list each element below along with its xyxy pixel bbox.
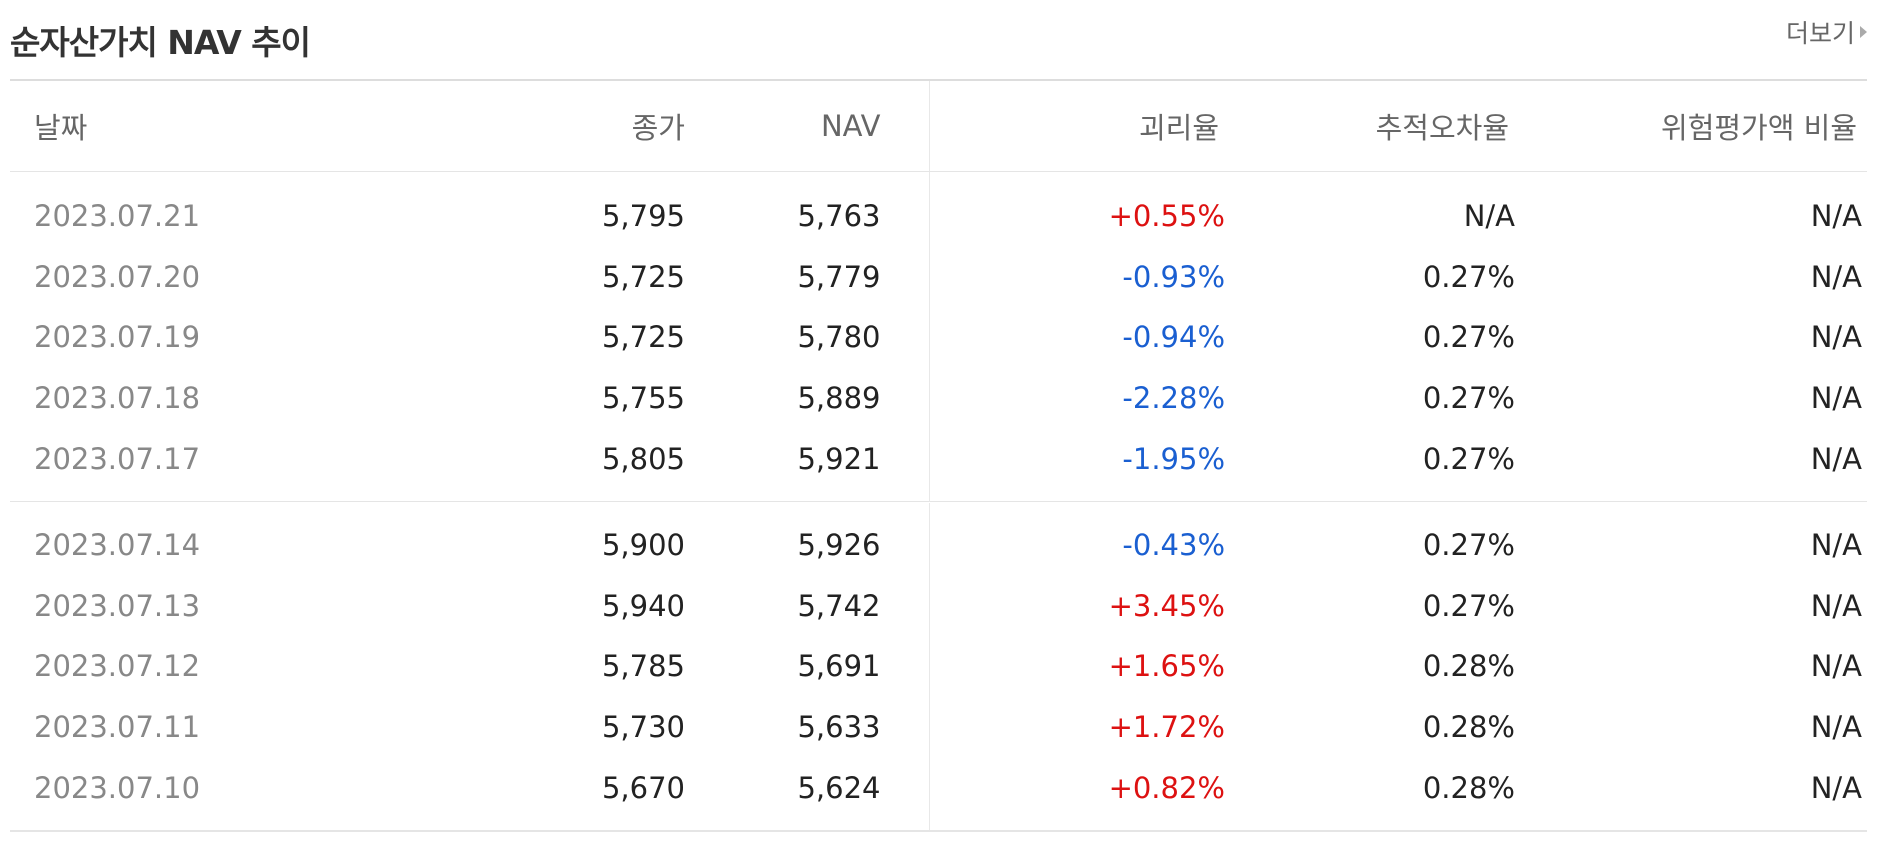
cell-risk-ratio: N/A (1810, 770, 1862, 805)
column-header-nav: NAV (685, 80, 930, 172)
table-row: 2023.07.14 5,900 5,926 -0.43% 0.27% N/A (10, 514, 1867, 576)
cell-close: 5,670 (601, 770, 685, 805)
cell-gap: +1.65% (1108, 649, 1225, 684)
page-title: 순자산가치 NAV 추이 (10, 23, 311, 62)
table-row: 2023.07.12 5,785 5,691 +1.65% 0.28% N/A (10, 636, 1867, 697)
cell-risk-ratio: N/A (1810, 381, 1862, 416)
column-header-tracking-error: 추적오차율 (1239, 80, 1529, 172)
group-divider (10, 501, 1867, 503)
table-row: 2023.07.13 5,940 5,742 +3.45% 0.27% N/A (10, 575, 1867, 637)
cell-tracking-error: 0.27% (1422, 320, 1515, 355)
table-row: 2023.07.19 5,725 5,780 -0.94% 0.27% N/A (10, 307, 1867, 368)
cell-nav: 5,780 (685, 307, 930, 368)
cell-tracking-error: 0.27% (1422, 441, 1515, 476)
cell-nav: 5,779 (685, 246, 930, 308)
cell-date: 2023.07.14 (34, 528, 201, 563)
cell-gap: -2.28% (1122, 381, 1225, 416)
column-header-close: 종가 (500, 80, 685, 172)
table-header-row: 날짜 종가 NAV 괴리율 추적오차율 위험평가액 비율 (10, 80, 1867, 172)
cell-gap: -1.95% (1122, 441, 1225, 476)
cell-nav: 5,691 (685, 636, 930, 697)
cell-close: 5,785 (601, 649, 685, 684)
cell-risk-ratio: N/A (1810, 710, 1862, 745)
table-row: 2023.07.20 5,725 5,779 -0.93% 0.27% N/A (10, 246, 1867, 308)
cell-tracking-error: 0.27% (1422, 381, 1515, 416)
cell-tracking-error: 0.27% (1422, 259, 1515, 294)
column-header-date: 날짜 (10, 80, 500, 172)
spacer-row (10, 488, 1867, 502)
cell-close: 5,730 (601, 710, 685, 745)
cell-close: 5,755 (601, 381, 685, 416)
cell-nav: 5,633 (685, 696, 930, 758)
nav-table-container: 날짜 종가 NAV 괴리율 추적오차율 위험평가액 비율 2023.07.21 5… (10, 79, 1867, 832)
cell-gap: +0.82% (1108, 770, 1225, 805)
cell-date: 2023.07.12 (34, 649, 201, 684)
cell-gap: +0.55% (1108, 199, 1225, 234)
caret-right-icon (1860, 26, 1867, 38)
cell-tracking-error: 0.27% (1422, 588, 1515, 623)
cell-tracking-error: N/A (1463, 199, 1515, 234)
cell-date: 2023.07.17 (34, 441, 201, 476)
table-row: 2023.07.21 5,795 5,763 +0.55% N/A N/A (10, 186, 1867, 247)
cell-date: 2023.07.13 (34, 588, 201, 623)
cell-close: 5,795 (601, 199, 685, 234)
table-row: 2023.07.18 5,755 5,889 -2.28% 0.27% N/A (10, 367, 1867, 429)
cell-gap: +1.72% (1108, 710, 1225, 745)
more-link-label: 더보기 (1785, 19, 1855, 48)
cell-nav: 5,624 (685, 757, 930, 818)
cell-risk-ratio: N/A (1810, 199, 1862, 234)
cell-nav: 5,926 (685, 514, 930, 576)
cell-close: 5,900 (601, 528, 685, 563)
more-link[interactable]: 더보기 (1786, 14, 1867, 50)
spacer-row (10, 502, 1867, 515)
cell-gap: -0.43% (1122, 528, 1225, 563)
table-row: 2023.07.11 5,730 5,633 +1.72% 0.28% N/A (10, 696, 1867, 758)
cell-tracking-error: 0.28% (1422, 770, 1515, 805)
cell-gap: -0.94% (1122, 320, 1225, 355)
column-header-gap: 괴리율 (929, 80, 1239, 172)
spacer-row (10, 171, 1867, 186)
nav-table: 날짜 종가 NAV 괴리율 추적오차율 위험평가액 비율 2023.07.21 5… (10, 79, 1867, 832)
cell-close: 5,805 (601, 441, 685, 476)
cell-gap: +3.45% (1108, 588, 1225, 623)
cell-tracking-error: 0.27% (1422, 528, 1515, 563)
cell-risk-ratio: N/A (1810, 528, 1862, 563)
cell-gap: -0.93% (1122, 259, 1225, 294)
cell-risk-ratio: N/A (1810, 259, 1862, 294)
cell-date: 2023.07.11 (34, 710, 201, 745)
cell-close: 5,725 (601, 320, 685, 355)
cell-risk-ratio: N/A (1810, 320, 1862, 355)
cell-date: 2023.07.18 (34, 381, 201, 416)
cell-date: 2023.07.10 (34, 770, 201, 805)
section-header: 순자산가치 NAV 추이 더보기 (10, 0, 1867, 80)
cell-risk-ratio: N/A (1810, 649, 1862, 684)
spacer-row (10, 817, 1867, 831)
cell-nav: 5,742 (685, 575, 930, 637)
cell-nav: 5,889 (685, 367, 930, 429)
cell-nav: 5,921 (685, 428, 930, 489)
cell-tracking-error: 0.28% (1422, 710, 1515, 745)
cell-nav: 5,763 (685, 186, 930, 247)
column-header-risk-ratio: 위험평가액 비율 (1529, 80, 1867, 172)
cell-date: 2023.07.20 (34, 259, 201, 294)
cell-close: 5,940 (601, 588, 685, 623)
table-body: 2023.07.21 5,795 5,763 +0.55% N/A N/A 2023.07.… (10, 171, 1867, 831)
cell-date: 2023.07.21 (34, 199, 201, 234)
cell-tracking-error: 0.28% (1422, 649, 1515, 684)
cell-risk-ratio: N/A (1810, 588, 1862, 623)
cell-risk-ratio: N/A (1810, 441, 1862, 476)
table-row: 2023.07.17 5,805 5,921 -1.95% 0.27% N/A (10, 428, 1867, 489)
table-row: 2023.07.10 5,670 5,624 +0.82% 0.28% N/A (10, 757, 1867, 818)
cell-close: 5,725 (601, 259, 685, 294)
cell-date: 2023.07.19 (34, 320, 201, 355)
